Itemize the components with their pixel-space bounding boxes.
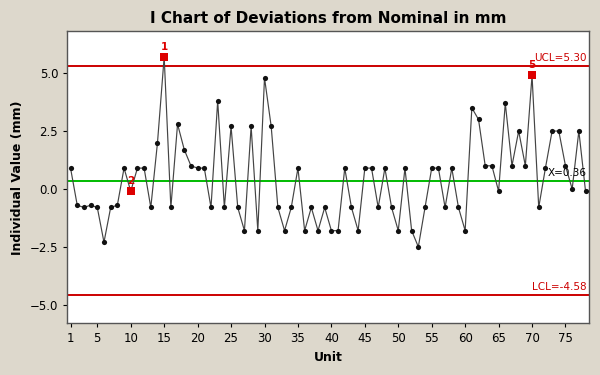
Point <box>407 228 416 234</box>
Point <box>554 128 563 134</box>
Point <box>179 147 189 153</box>
Text: 5: 5 <box>529 60 536 70</box>
Point <box>173 121 182 127</box>
Text: LCL=-4.58: LCL=-4.58 <box>532 282 587 292</box>
Point <box>373 204 383 210</box>
Y-axis label: Individual Value (mm): Individual Value (mm) <box>11 100 24 255</box>
Point <box>73 202 82 208</box>
Point <box>320 204 329 210</box>
Point <box>92 204 102 210</box>
Point <box>581 188 590 194</box>
Point <box>427 165 437 171</box>
Point <box>99 239 109 245</box>
Point <box>146 204 155 210</box>
Point <box>86 202 95 208</box>
Point <box>534 204 544 210</box>
Point <box>454 204 463 210</box>
Point <box>560 163 570 169</box>
Point <box>347 204 356 210</box>
Point <box>487 163 497 169</box>
Point <box>226 123 236 129</box>
Point <box>574 128 584 134</box>
Point <box>467 105 476 111</box>
Point <box>307 204 316 210</box>
Point <box>494 188 503 194</box>
Point <box>313 228 323 234</box>
Point <box>340 165 350 171</box>
Point <box>119 165 129 171</box>
Text: 1: 1 <box>161 42 168 52</box>
Point <box>166 204 176 210</box>
Point <box>333 228 343 234</box>
Point <box>500 100 510 106</box>
Point <box>260 75 269 81</box>
Point <box>420 204 430 210</box>
Point <box>387 204 397 210</box>
Point <box>152 140 162 146</box>
Point <box>206 204 216 210</box>
Point <box>247 123 256 129</box>
Text: 2: 2 <box>127 176 134 186</box>
Point <box>481 163 490 169</box>
Point <box>293 165 303 171</box>
Text: X=0.36: X=0.36 <box>548 168 587 178</box>
Point <box>413 244 423 250</box>
Point <box>253 228 263 234</box>
Point <box>113 202 122 208</box>
Point <box>300 228 310 234</box>
Point <box>360 165 370 171</box>
X-axis label: Unit: Unit <box>314 351 343 364</box>
Point <box>460 228 470 234</box>
Text: UCL=5.30: UCL=5.30 <box>535 53 587 63</box>
Point <box>568 186 577 192</box>
Point <box>266 123 276 129</box>
Point <box>474 117 484 123</box>
Point <box>233 204 242 210</box>
Point <box>280 228 289 234</box>
Point <box>213 98 223 104</box>
Point <box>434 165 443 171</box>
Point <box>193 165 202 171</box>
Point <box>400 165 410 171</box>
Point <box>286 204 296 210</box>
Point <box>220 204 229 210</box>
Point <box>440 204 450 210</box>
Point <box>186 163 196 169</box>
Point <box>394 228 403 234</box>
Point <box>367 165 376 171</box>
Point <box>380 165 389 171</box>
Point <box>160 54 169 60</box>
Point <box>527 72 537 78</box>
Point <box>106 204 115 210</box>
Point <box>133 165 142 171</box>
Title: I Chart of Deviations from Nominal in mm: I Chart of Deviations from Nominal in mm <box>150 11 506 26</box>
Point <box>200 165 209 171</box>
Point <box>447 165 457 171</box>
Point <box>273 204 283 210</box>
Point <box>507 163 517 169</box>
Point <box>547 128 557 134</box>
Point <box>326 228 336 234</box>
Point <box>66 165 76 171</box>
Point <box>353 228 363 234</box>
Point <box>239 228 249 234</box>
Point <box>79 204 89 210</box>
Point <box>521 163 530 169</box>
Point <box>514 128 523 134</box>
Point <box>139 165 149 171</box>
Point <box>126 188 136 194</box>
Point <box>541 165 550 171</box>
